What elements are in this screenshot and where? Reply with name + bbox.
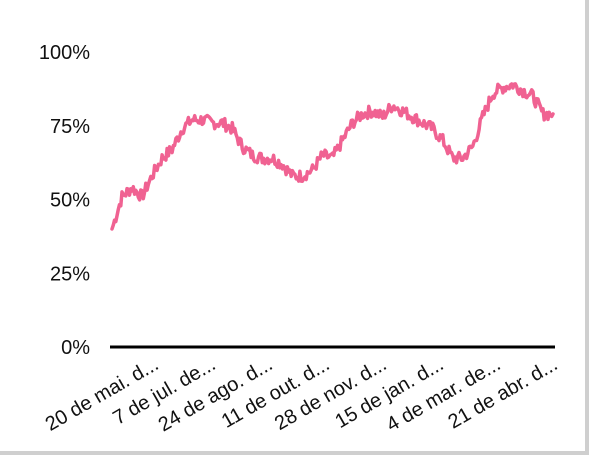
y-tick-label: 0% [61,337,90,359]
x-axis-ticks: 20 de mai. d...7 de jul. de...24 de ago.… [42,353,562,436]
y-tick-label: 25% [50,263,90,285]
y-tick-label: 100% [39,42,90,64]
series-line [110,82,555,231]
y-axis-ticks: 0% 25% 50% 75% 100% [39,42,90,359]
y-tick-label: 50% [50,190,90,212]
y-tick-label: 75% [50,116,90,138]
